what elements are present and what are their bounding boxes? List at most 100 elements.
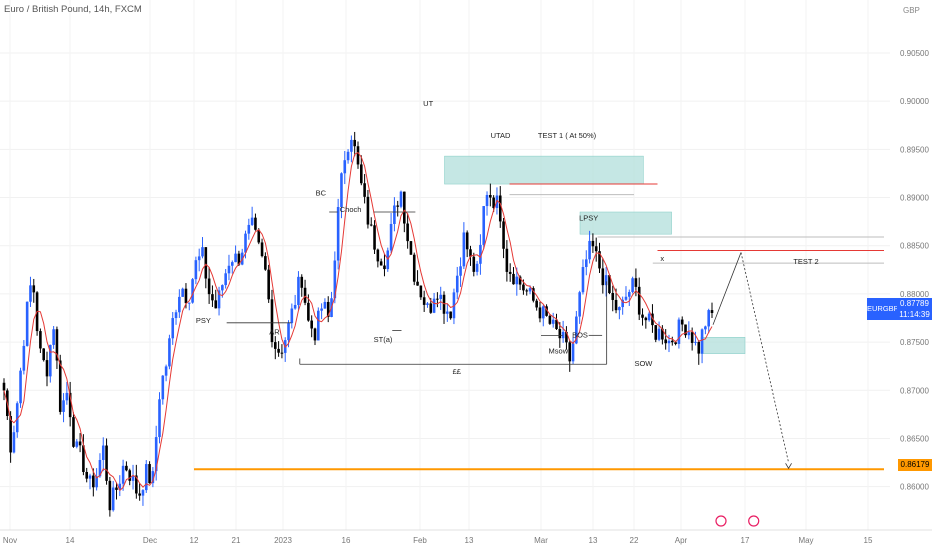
candle-body [307,302,310,321]
candle-body [121,465,125,484]
candle-body [581,267,585,293]
bar-countdown: 11:14:39 [897,309,932,320]
candle-body [399,191,403,207]
y-tick-label: 0.90500 [900,49,929,58]
candle-body [618,307,621,311]
candle-body [214,300,218,309]
candle-body [353,139,356,147]
lpsy-zone [579,211,672,235]
annotation-label: ST(a) [374,335,393,344]
annotation-label: BOS [572,330,588,339]
candle-body [181,288,184,297]
candle-body [22,345,26,371]
candle-body [25,301,29,346]
candle-body [267,269,270,300]
candle-body [178,296,181,313]
candle-body [528,288,532,292]
moving-average-line [3,151,713,492]
candle-body [379,261,383,266]
x-tick-label: 13 [589,536,598,545]
candle-body [647,313,651,321]
candle-body [419,285,423,298]
candle-body [260,242,264,257]
candle-body [15,403,19,433]
candle-body [300,276,304,288]
y-tick-label: 0.89500 [900,145,929,154]
candle-body [227,265,231,274]
candle-body [482,206,486,245]
event-icon [715,515,727,527]
candle-body [174,312,178,319]
candle-body [207,278,211,295]
candle-body [558,329,562,339]
candle-body [707,310,710,327]
candle-body [555,319,558,330]
candle-body [406,223,409,242]
candle-body [72,417,75,447]
candle-body [657,328,661,340]
candle-body [2,382,6,391]
candle-body [664,339,667,344]
candle-body [373,225,376,250]
candle-body [336,206,340,261]
candle-body [611,293,615,300]
candle-body [52,329,55,345]
candle-body [538,307,542,319]
candle-body [323,301,327,309]
candle-body [111,487,115,511]
candle-body [68,392,72,418]
x-tick-label: Nov [3,536,17,545]
candle-body [677,319,681,344]
candle-body [277,348,280,353]
annotation-label: SOW [634,359,653,368]
x-tick-label: 13 [465,536,474,545]
candle-body [29,285,32,302]
candle-body [393,205,396,224]
candle-body [661,328,664,340]
candle-body [303,287,307,303]
candle-body [541,306,545,319]
candle-body [128,470,132,481]
candle-body [366,196,370,225]
candle-body [508,271,512,274]
candle-body [594,246,598,252]
candle-body [148,464,151,484]
candle-body [455,275,459,293]
x-tick-label: Dec [143,536,157,545]
candle-body [82,445,85,472]
candle-body [598,251,601,269]
candle-body [326,301,330,318]
candle-body [446,311,449,314]
candle-body [32,285,36,293]
candle-body [264,256,267,270]
candle-body [310,320,313,329]
symbol-tag: EURGBP [867,298,899,320]
x-tick-label: 21 [232,536,241,545]
candle-body [429,303,433,313]
candle-body [247,224,251,234]
annotation-label: x [660,254,664,263]
candle-body [287,323,290,341]
candle-body [369,224,373,226]
candle-body [115,487,118,490]
candle-body [316,310,320,341]
candle-body [462,232,466,267]
y-tick-label: 0.89000 [900,194,929,203]
candle-body [108,480,112,511]
candle-body [55,329,59,361]
annotation-label: TEST 1 ( At 50%) [538,131,597,140]
candle-body [168,338,171,367]
candle-body [651,313,654,326]
candle-body [525,290,529,292]
candle-body [409,241,413,255]
target-arrowhead [785,463,792,470]
candle-body [697,341,701,354]
candle-body [257,229,261,243]
candle-body [187,302,191,304]
candle-body [465,232,469,250]
candle-body [439,294,443,299]
y-tick-label: 0.90000 [900,97,929,106]
candle-body [45,360,49,377]
candle-body [498,195,502,222]
